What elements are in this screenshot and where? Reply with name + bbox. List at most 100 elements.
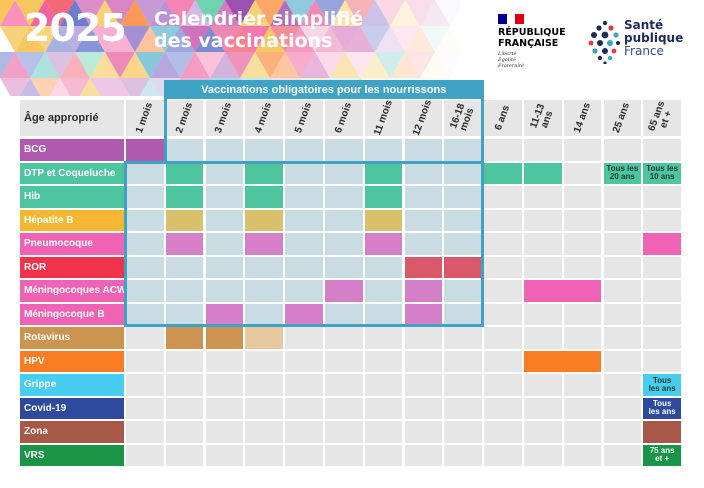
- vaccine-label: VRS: [20, 444, 124, 466]
- calendar-cell: [444, 209, 482, 231]
- calendar-cell: [165, 444, 204, 466]
- calendar-cell: [563, 327, 602, 349]
- age-header-cell: 1 mois: [126, 100, 164, 136]
- calendar-cell: [285, 350, 323, 372]
- calendar-cell: [205, 397, 244, 419]
- vaccine-label: Pneumocoque: [20, 233, 124, 255]
- calendar-cell: [126, 162, 164, 184]
- mosaic-triangle: [300, 26, 330, 52]
- calendar-cell: [603, 209, 642, 231]
- calendar-cell: [126, 256, 164, 278]
- calendar-cell: [603, 421, 642, 443]
- vaccine-label: Grippe: [20, 374, 124, 396]
- mosaic-triangle: [375, 26, 405, 52]
- dose-mark: [245, 186, 283, 208]
- calendar-cell: [643, 186, 681, 208]
- mosaic-triangle: [345, 52, 375, 78]
- calendar-cell: [563, 162, 602, 184]
- dose-mark: [643, 421, 681, 443]
- dose-mark: [643, 397, 681, 419]
- mosaic-triangle: [195, 52, 225, 78]
- mosaic-triangle: [30, 26, 60, 52]
- calendar-cell: [364, 374, 403, 396]
- calendar-cell: [563, 139, 602, 161]
- mosaic-triangle: [139, 78, 161, 96]
- calendar-cell: [126, 374, 164, 396]
- dose-mark: [165, 209, 204, 231]
- calendar-cell: [524, 186, 562, 208]
- mosaic-triangle: [270, 26, 300, 52]
- mosaic-triangle: [180, 0, 210, 26]
- dose-mark: [245, 233, 283, 255]
- republique-motto: Liberté Égalité Fraternité: [498, 51, 578, 69]
- calendar-cell: [285, 421, 323, 443]
- age-header-cell: 4 mois: [245, 100, 283, 136]
- logo-dot: [603, 61, 607, 64]
- mosaic-triangle: [315, 0, 345, 26]
- mosaic-triangle: [105, 26, 135, 52]
- calendar-cell: [126, 350, 164, 372]
- calendar-cell: [285, 209, 323, 231]
- age-header-label: 3 mois: [213, 101, 235, 135]
- calendar-cell: [245, 374, 283, 396]
- calendar-cell: [603, 303, 642, 325]
- calendar-cell: [603, 397, 642, 419]
- calendar-cell: [364, 421, 403, 443]
- calendar-cell: [603, 139, 642, 161]
- calendar-cell: [603, 374, 642, 396]
- mosaic-triangle: [180, 26, 210, 52]
- mosaic-triangle: [120, 78, 150, 96]
- dose-mark: [444, 256, 482, 278]
- mosaic-triangle: [390, 0, 420, 26]
- calendar-cell: [524, 303, 562, 325]
- calendar-cell: [404, 186, 443, 208]
- calendar-cell: [524, 139, 562, 161]
- dose-mark: [165, 186, 204, 208]
- spf-line: Santé: [624, 18, 664, 32]
- mosaic-triangle: [255, 26, 285, 52]
- calendar-cell: [524, 256, 562, 278]
- calendar-cell: [325, 303, 363, 325]
- dose-mark: [603, 162, 642, 184]
- dose-note: Tous les 10 ans: [646, 164, 679, 182]
- dose-mark: [126, 139, 164, 161]
- dose-mark: [245, 327, 283, 349]
- calendar-year: 2025: [24, 6, 127, 50]
- calendar-cell: [285, 162, 323, 184]
- calendar-cell: [563, 256, 602, 278]
- calendar-cell: [126, 327, 164, 349]
- age-header-cell: 6 ans: [484, 100, 522, 136]
- vaccine-label: Zona: [20, 421, 124, 443]
- calendar-cell: [205, 186, 244, 208]
- mosaic-triangle: [75, 52, 105, 78]
- dose-mark: [484, 162, 522, 184]
- mosaic-triangle: [390, 52, 420, 78]
- calendar-cell: [643, 303, 681, 325]
- mosaic-triangle: [60, 26, 90, 52]
- calendar-cell: [404, 421, 443, 443]
- mosaic-triangle: [90, 0, 120, 26]
- dose-mark: [364, 209, 403, 231]
- dose-mark: [205, 303, 244, 325]
- calendar-cell: [643, 280, 681, 302]
- age-header-cell: 12 mois: [404, 98, 443, 137]
- calendar-cell: [245, 421, 283, 443]
- vaccine-label: Méningocoque B: [20, 303, 124, 325]
- calendar-cell: [165, 280, 204, 302]
- spf-line: publique: [624, 31, 684, 45]
- mosaic-triangle: [0, 52, 15, 78]
- calendar-cell: [444, 186, 482, 208]
- mosaic-triangle: [390, 26, 420, 52]
- calendar-cell: [444, 162, 482, 184]
- dose-mark: [524, 280, 602, 302]
- calendar-cell: [364, 280, 403, 302]
- calendar-cell: [126, 397, 164, 419]
- calendar-cell: [325, 233, 363, 255]
- calendar-cell: [563, 421, 602, 443]
- motto-line: Égalité: [498, 57, 516, 63]
- calendar-cell: [563, 444, 602, 466]
- age-header-cell: 16-18 mois: [444, 100, 482, 136]
- page-title-line: des vaccinations: [154, 30, 333, 52]
- calendar-cell: [285, 444, 323, 466]
- calendar-cell: [364, 327, 403, 349]
